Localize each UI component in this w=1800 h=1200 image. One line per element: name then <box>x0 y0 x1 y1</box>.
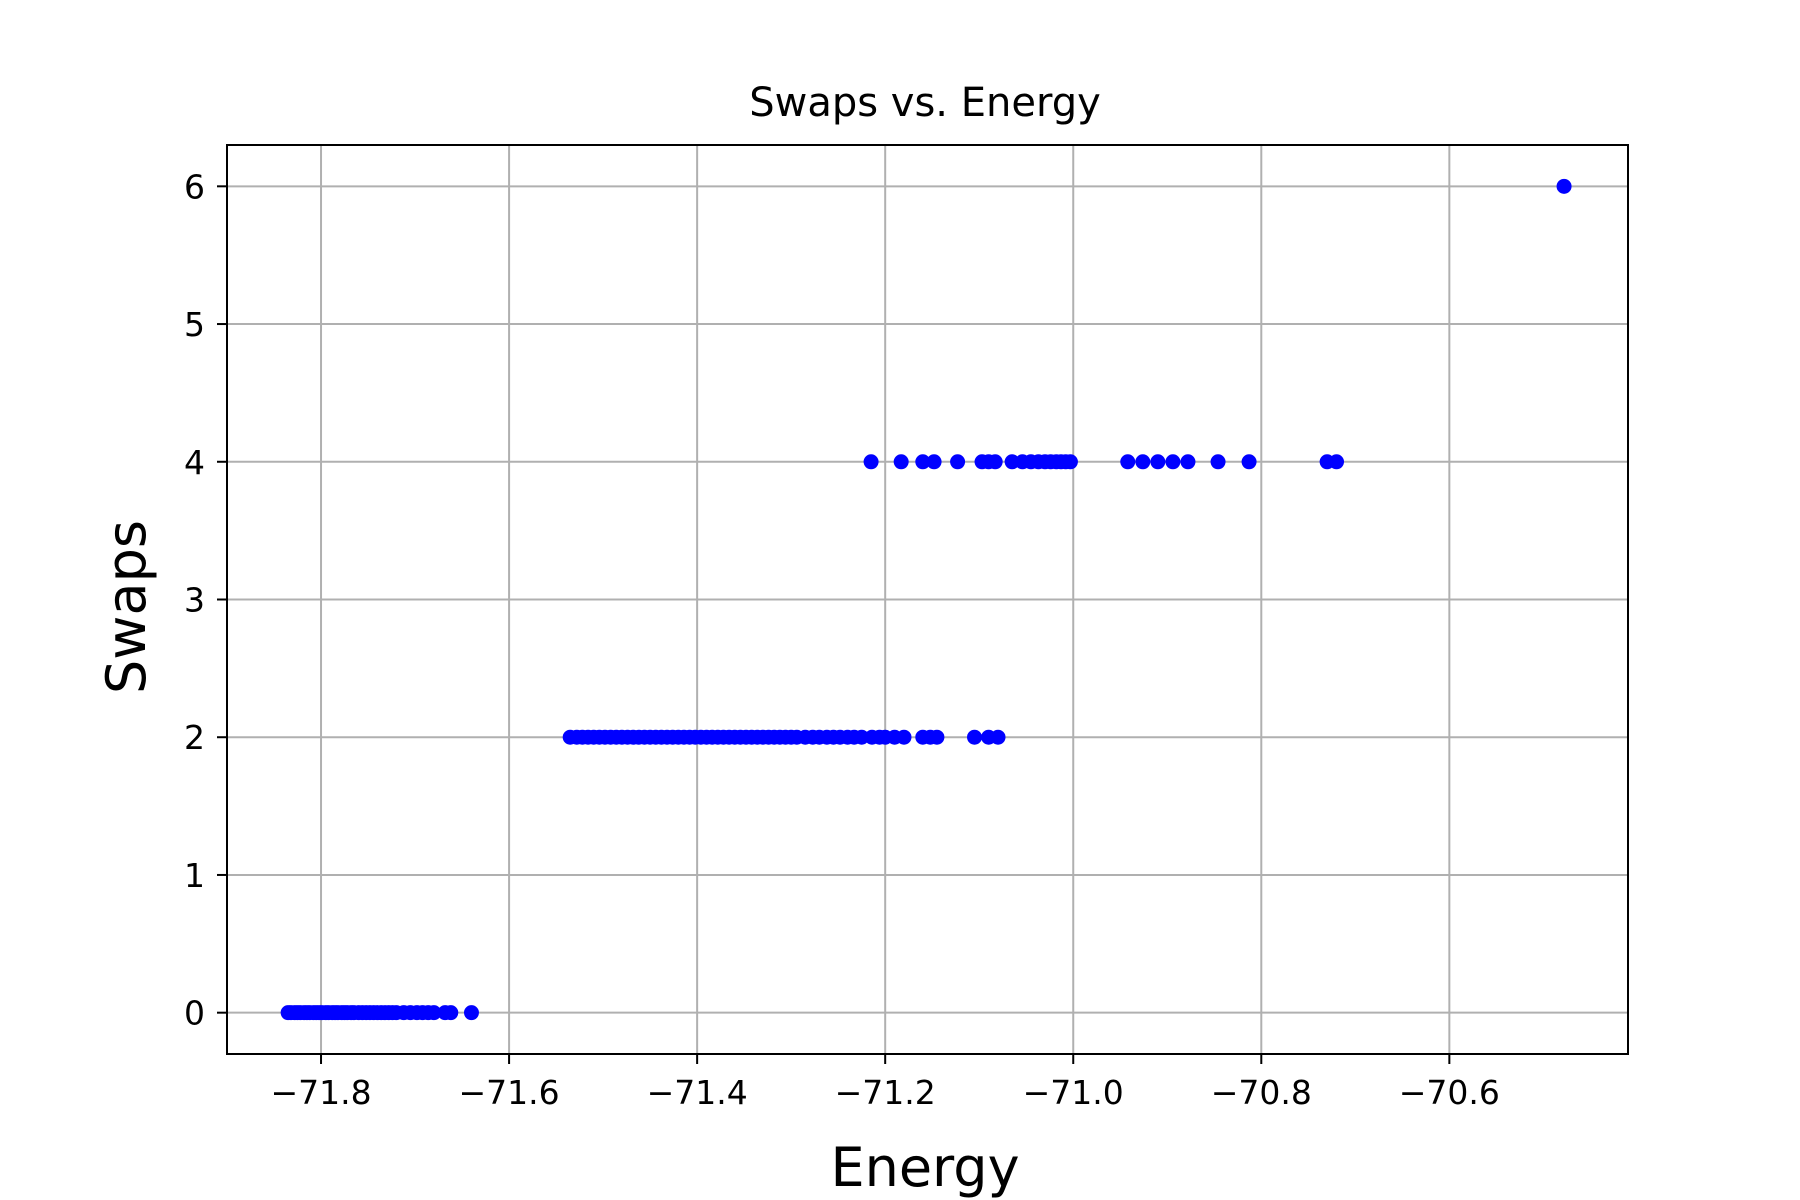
data-point <box>926 454 942 470</box>
data-point <box>967 729 983 745</box>
y-axis-label: Swaps <box>95 520 158 694</box>
x-tick-label: −70.6 <box>1399 1073 1500 1112</box>
y-tick-label: 1 <box>184 856 205 895</box>
data-point <box>990 729 1006 745</box>
x-axis-label: Energy <box>830 1136 1019 1199</box>
data-point <box>1150 454 1166 470</box>
data-point <box>896 729 912 745</box>
data-point <box>463 1005 479 1021</box>
data-points <box>280 178 1572 1021</box>
data-point <box>1135 454 1151 470</box>
data-point <box>929 729 945 745</box>
y-tick-label: 5 <box>184 305 205 344</box>
data-point <box>854 729 870 745</box>
x-tick-label: −71.0 <box>1023 1073 1124 1112</box>
y-tick-label: 3 <box>184 581 205 620</box>
data-point <box>1062 454 1078 470</box>
data-point <box>1556 178 1572 194</box>
data-point <box>1004 454 1020 470</box>
data-point <box>1180 454 1196 470</box>
y-tick-label: 6 <box>184 167 205 206</box>
data-point <box>1120 454 1136 470</box>
data-point <box>1241 454 1257 470</box>
y-axis-ticks: 0 1 2 3 4 5 6 <box>184 167 227 1033</box>
data-point <box>443 1005 459 1021</box>
x-tick-label: −71.8 <box>270 1073 371 1112</box>
x-tick-label: −71.6 <box>459 1073 560 1112</box>
data-point <box>893 454 909 470</box>
y-tick-label: 2 <box>184 718 205 757</box>
y-tick-label: 4 <box>184 443 205 482</box>
chart-title: Swaps vs. Energy <box>749 80 1101 126</box>
y-tick-label: 0 <box>184 994 205 1033</box>
data-point <box>1329 454 1345 470</box>
x-tick-label: −71.2 <box>835 1073 936 1112</box>
data-point <box>950 454 966 470</box>
data-point <box>1210 454 1226 470</box>
data-point <box>1165 454 1181 470</box>
data-point <box>915 454 931 470</box>
data-point <box>987 454 1003 470</box>
data-point <box>426 1005 442 1021</box>
data-point <box>863 454 879 470</box>
x-axis-ticks: −71.8 −71.6 −71.4 −71.2 −71.0 −70.8 −70.6 <box>270 1054 1500 1112</box>
x-tick-label: −70.8 <box>1211 1073 1312 1112</box>
x-tick-label: −71.4 <box>647 1073 748 1112</box>
